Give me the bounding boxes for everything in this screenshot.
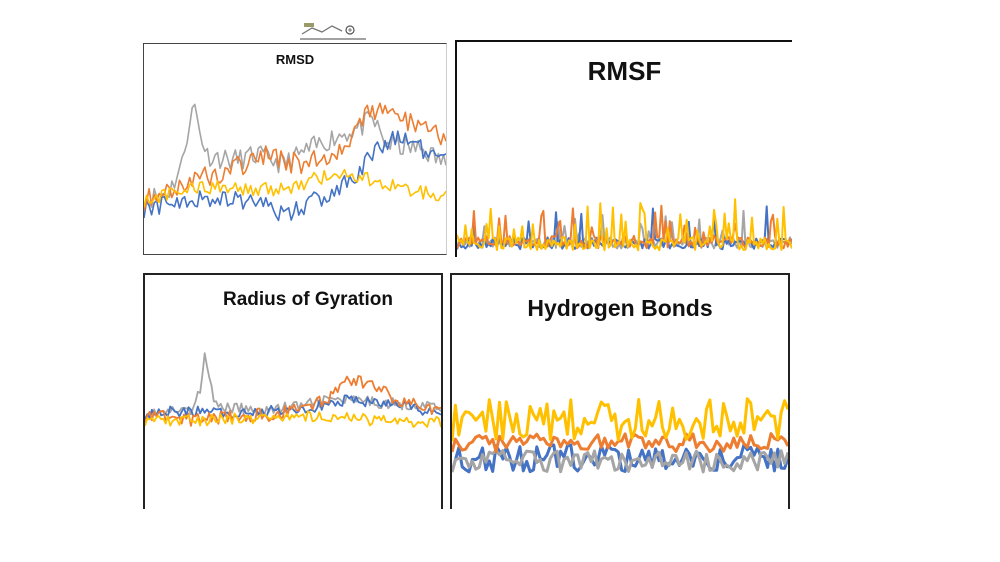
rmsd-series-orange	[144, 102, 446, 212]
hb-series-gray	[452, 449, 788, 474]
hb-series-orange	[452, 432, 788, 454]
hydrogen-bonds-chart: Hydrogen Bonds	[450, 273, 790, 509]
hb-title: Hydrogen Bonds	[527, 295, 713, 321]
rog-series-orange	[145, 375, 441, 427]
rmsf-series-yellow	[457, 198, 792, 252]
rog-plot	[145, 352, 441, 429]
hb-plot	[452, 397, 788, 474]
rmsf-chart: RMSF	[455, 40, 792, 257]
figure-logo	[298, 18, 368, 40]
rog-title: Radius of Gyration	[223, 289, 393, 310]
rog-series-yellow	[145, 410, 441, 429]
hb-series-yellow	[452, 397, 788, 442]
rmsd-plot	[144, 102, 446, 222]
rmsd-title: RMSD	[275, 52, 315, 67]
rmsd-series-blue	[144, 130, 446, 222]
rmsd-series-yellow	[144, 168, 446, 208]
rmsf-plot	[457, 198, 792, 252]
rmsd-chart: RMSD	[143, 43, 447, 255]
rmsf-title: RMSF	[587, 56, 662, 86]
radius-of-gyration-chart: Radius of Gyration	[143, 273, 443, 509]
